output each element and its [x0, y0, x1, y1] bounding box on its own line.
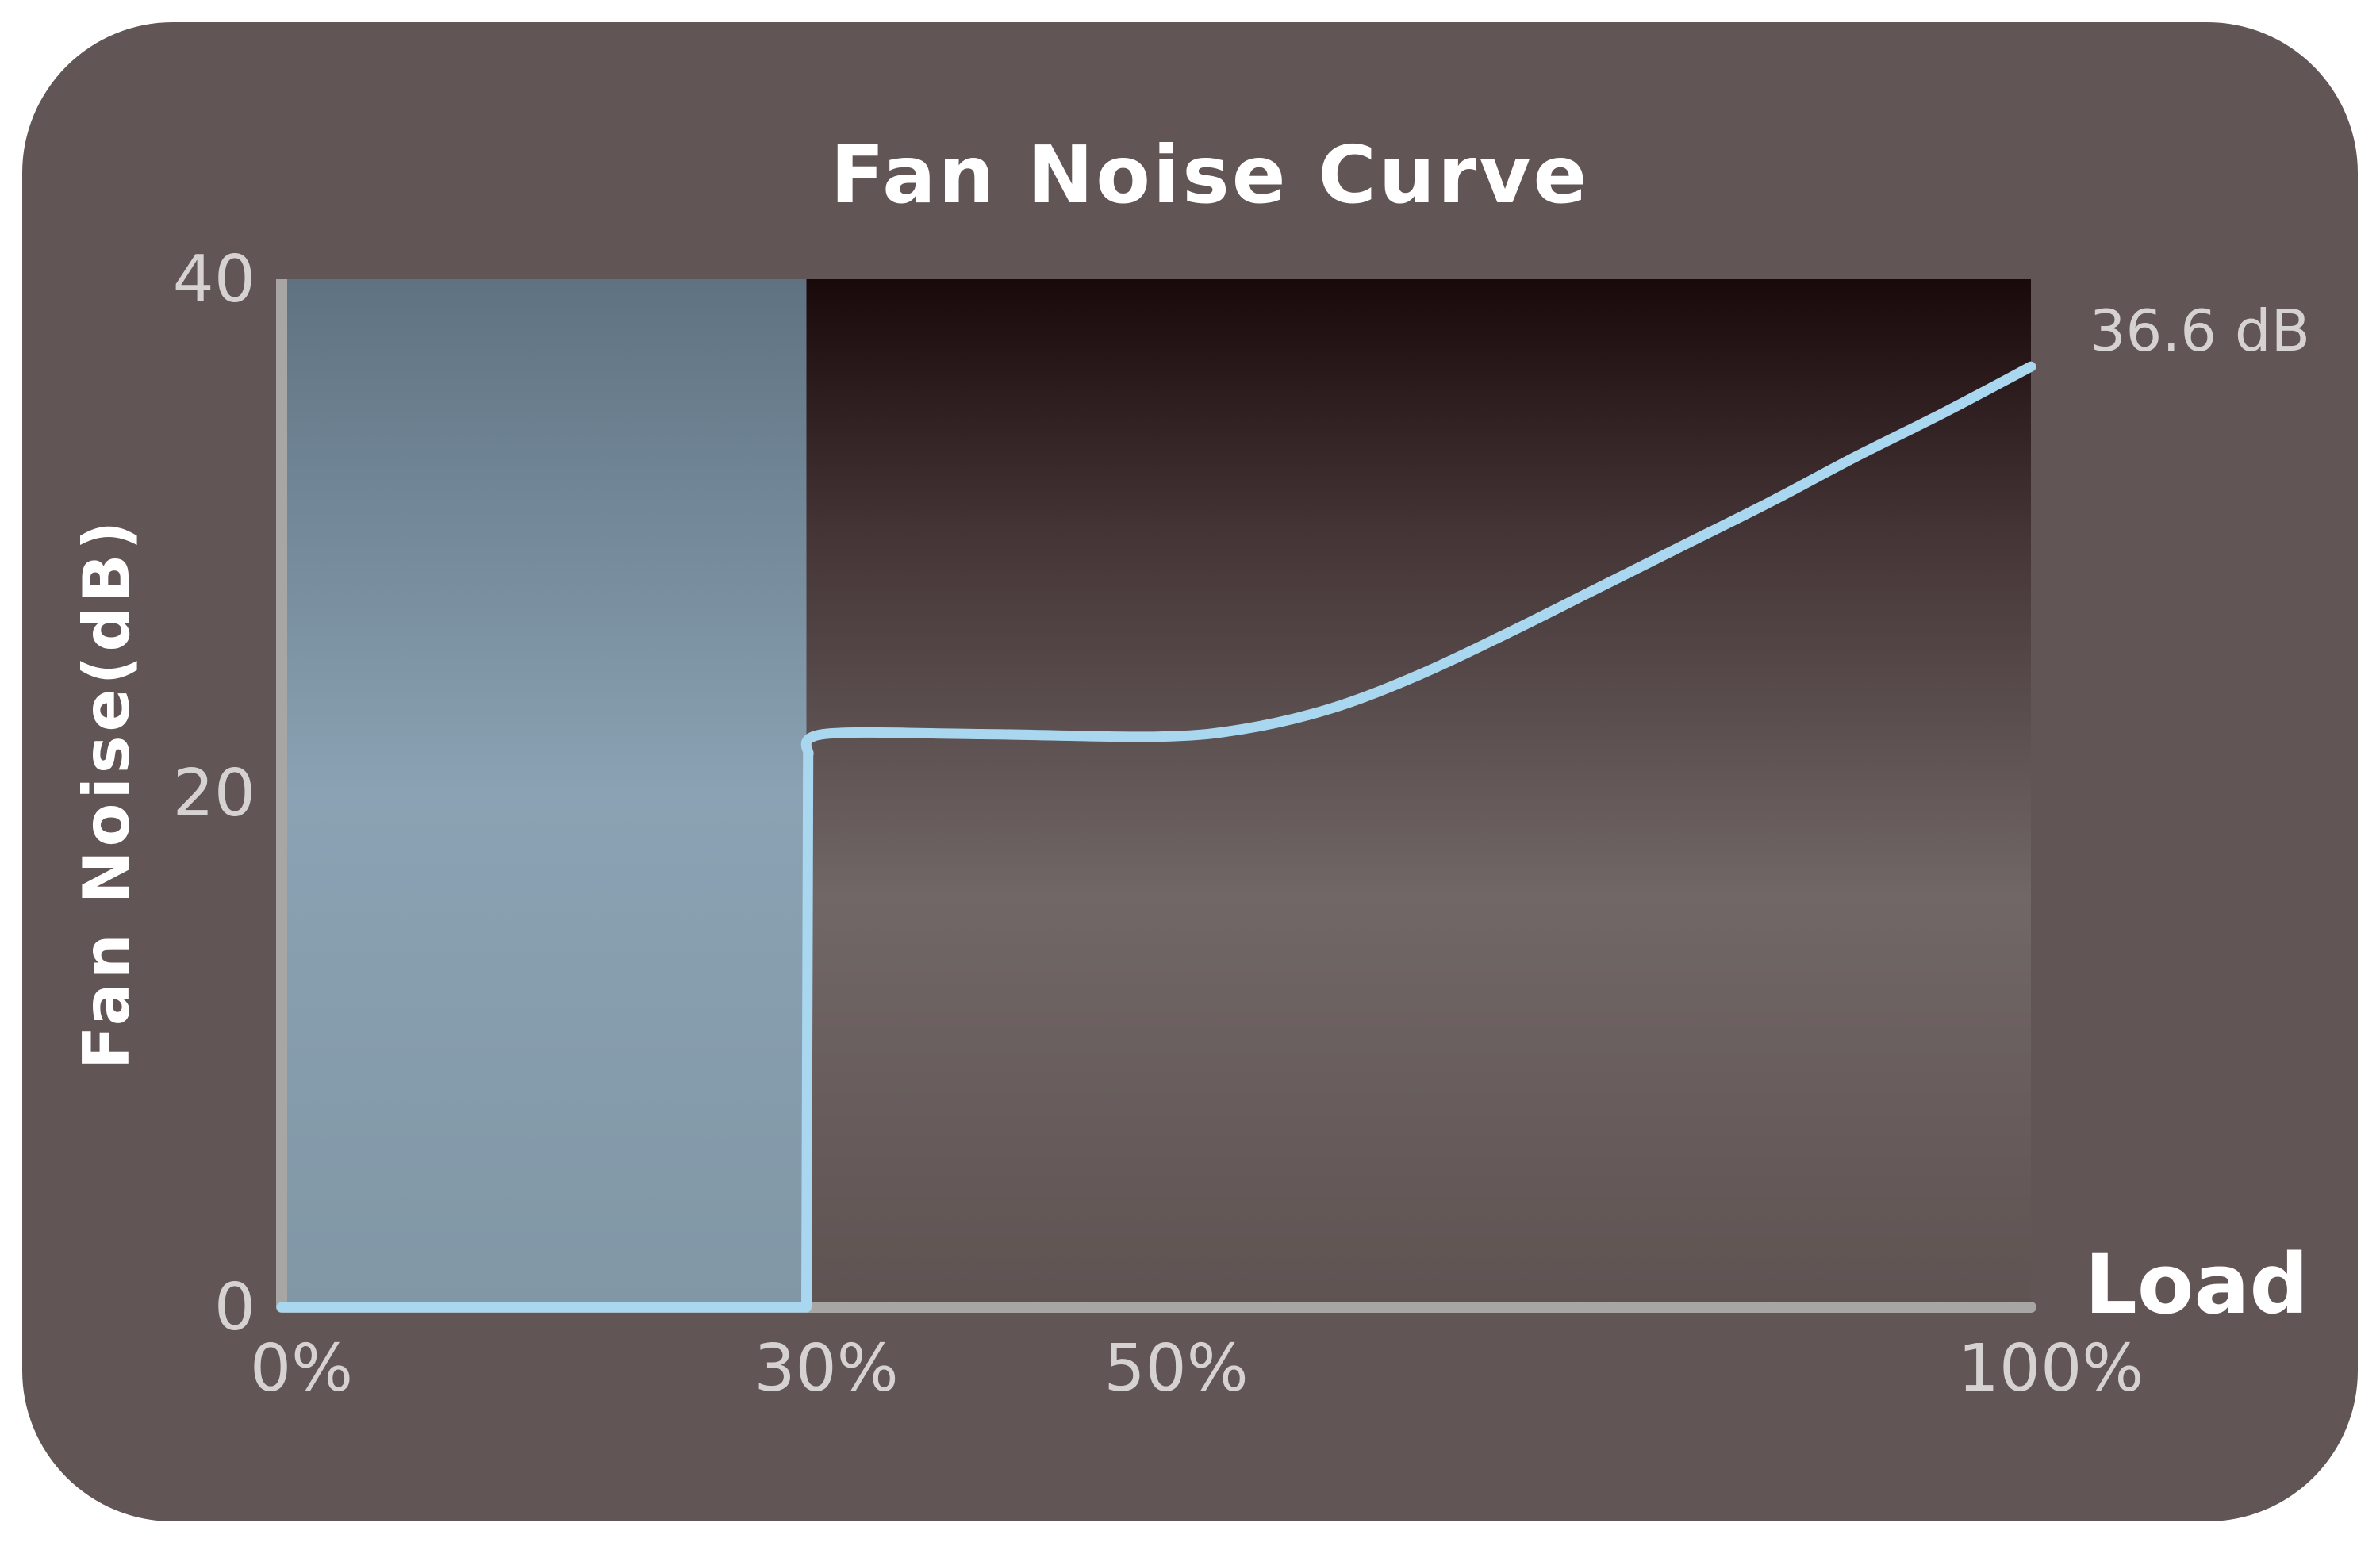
x-tick-label: 50% — [1104, 1331, 1248, 1406]
y-axis-label: Fan Noise(dB) — [70, 517, 144, 1069]
x-tick-label: 30% — [754, 1331, 898, 1406]
y-tick-label: 20 — [173, 756, 255, 831]
y-tick-labels: 0 20 40 — [173, 242, 255, 1345]
x-tick-label: 0% — [250, 1331, 353, 1406]
chart-title: Fan Noise Curve — [831, 129, 1590, 221]
x-tick-labels: 0% 30% 50% 100% — [250, 1331, 2144, 1406]
y-tick-label: 40 — [173, 242, 255, 317]
y-tick-label: 0 — [214, 1270, 255, 1345]
x-axis-label: Load — [2085, 1236, 2309, 1333]
low-load-highlight-region — [282, 279, 807, 1307]
max-value-annotation: 36.6 dB — [2090, 297, 2310, 364]
x-tick-label: 100% — [1958, 1331, 2144, 1406]
fan-noise-series-line — [276, 361, 2036, 1313]
